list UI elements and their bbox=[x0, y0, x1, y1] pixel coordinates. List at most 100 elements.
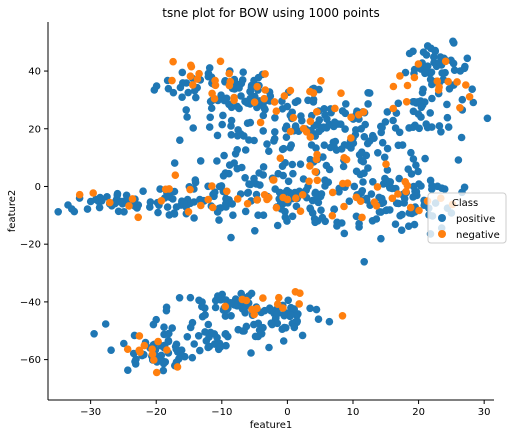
data-point-negative bbox=[242, 296, 251, 305]
data-point-positive bbox=[259, 211, 268, 219]
data-point-negative bbox=[210, 94, 219, 103]
data-point-positive bbox=[183, 113, 191, 121]
data-point-negative bbox=[272, 107, 281, 115]
data-point-positive bbox=[202, 337, 211, 345]
x-axis-label: feature1 bbox=[250, 420, 292, 431]
data-point-positive bbox=[241, 174, 249, 182]
x-tick-label: 0 bbox=[284, 407, 290, 418]
data-point-positive bbox=[259, 127, 268, 135]
data-point-positive bbox=[409, 123, 417, 131]
data-point-positive bbox=[412, 161, 420, 169]
data-point-negative bbox=[186, 72, 195, 80]
data-point-negative bbox=[195, 69, 203, 78]
y-tick-label: −60 bbox=[20, 355, 41, 366]
data-point-positive bbox=[169, 88, 178, 97]
data-point-positive bbox=[321, 176, 329, 184]
data-point-positive bbox=[350, 182, 359, 191]
data-point-positive bbox=[317, 190, 326, 198]
data-point-positive bbox=[219, 111, 227, 120]
data-point-negative bbox=[259, 294, 267, 302]
legend-marker-negative bbox=[438, 230, 446, 238]
data-point-positive bbox=[288, 160, 297, 169]
data-point-positive bbox=[241, 97, 249, 106]
data-point-positive bbox=[170, 210, 179, 218]
data-point-positive bbox=[281, 213, 290, 222]
data-point-positive bbox=[265, 343, 273, 352]
data-point-positive bbox=[377, 122, 385, 131]
data-point-positive bbox=[367, 190, 376, 198]
data-point-positive bbox=[154, 208, 162, 217]
data-point-negative bbox=[306, 162, 314, 170]
data-point-negative bbox=[225, 69, 233, 78]
data-point-positive bbox=[428, 94, 436, 103]
data-point-positive bbox=[306, 304, 314, 313]
data-point-positive bbox=[239, 68, 247, 76]
data-point-positive bbox=[207, 104, 216, 112]
data-point-positive bbox=[360, 258, 369, 266]
data-point-positive bbox=[160, 323, 168, 332]
data-point-negative bbox=[163, 346, 171, 354]
data-point-positive bbox=[188, 353, 197, 362]
data-point-positive bbox=[364, 89, 372, 97]
data-point-negative bbox=[456, 104, 464, 112]
data-point-negative bbox=[75, 190, 84, 199]
data-point-positive bbox=[242, 322, 251, 331]
data-point-positive bbox=[271, 128, 279, 136]
data-point-negative bbox=[299, 124, 308, 133]
data-point-positive bbox=[323, 115, 331, 123]
data-point-positive bbox=[182, 106, 190, 114]
data-point-positive bbox=[124, 366, 132, 375]
data-point-positive bbox=[337, 145, 346, 153]
data-point-negative bbox=[462, 81, 470, 89]
data-point-negative bbox=[204, 195, 212, 204]
data-point-positive bbox=[421, 69, 429, 78]
data-point-positive bbox=[460, 183, 469, 192]
data-point-positive bbox=[218, 120, 226, 129]
data-point-positive bbox=[227, 116, 236, 125]
data-point-positive bbox=[355, 219, 363, 228]
data-point-negative bbox=[173, 363, 182, 371]
data-point-positive bbox=[317, 206, 325, 214]
data-point-negative bbox=[136, 348, 144, 356]
data-point-positive bbox=[120, 339, 128, 348]
data-point-negative bbox=[312, 155, 321, 164]
data-point-positive bbox=[377, 234, 385, 243]
data-point-positive bbox=[404, 222, 413, 230]
y-tick-label: −20 bbox=[20, 240, 41, 251]
data-point-positive bbox=[423, 42, 432, 50]
data-point-positive bbox=[358, 187, 367, 195]
data-point-positive bbox=[437, 128, 445, 136]
data-point-positive bbox=[374, 149, 382, 157]
data-point-positive bbox=[483, 114, 492, 123]
data-point-positive bbox=[146, 198, 155, 206]
data-point-positive bbox=[418, 88, 427, 97]
data-point-positive bbox=[414, 167, 422, 176]
data-point-positive bbox=[227, 299, 235, 307]
data-point-negative bbox=[184, 208, 193, 216]
data-point-positive bbox=[417, 182, 425, 190]
data-point-positive bbox=[196, 346, 204, 355]
data-point-negative bbox=[265, 193, 273, 202]
data-point-positive bbox=[196, 195, 204, 204]
data-point-positive bbox=[321, 217, 330, 226]
data-point-positive bbox=[178, 68, 187, 77]
x-axis-ticks: −30 −20 −10 0 10 20 30 bbox=[80, 400, 491, 418]
data-point-negative bbox=[415, 206, 423, 215]
data-point-positive bbox=[290, 305, 299, 313]
data-point-positive bbox=[120, 208, 128, 216]
y-axis-ticks: −60 −40 −20 0 20 40 bbox=[20, 67, 48, 366]
data-point-negative bbox=[273, 300, 282, 309]
data-point-positive bbox=[352, 126, 360, 134]
data-point-negative bbox=[261, 86, 270, 94]
data-point-positive bbox=[221, 312, 230, 320]
data-point-positive bbox=[176, 136, 184, 144]
data-point-positive bbox=[320, 141, 329, 149]
data-point-negative bbox=[125, 202, 133, 210]
data-point-positive bbox=[410, 220, 419, 229]
data-point-positive bbox=[394, 99, 403, 108]
data-point-negative bbox=[389, 82, 398, 91]
data-point-negative bbox=[135, 332, 144, 340]
data-point-positive bbox=[360, 169, 368, 177]
data-point-positive bbox=[183, 333, 192, 341]
data-point-positive bbox=[259, 111, 268, 120]
